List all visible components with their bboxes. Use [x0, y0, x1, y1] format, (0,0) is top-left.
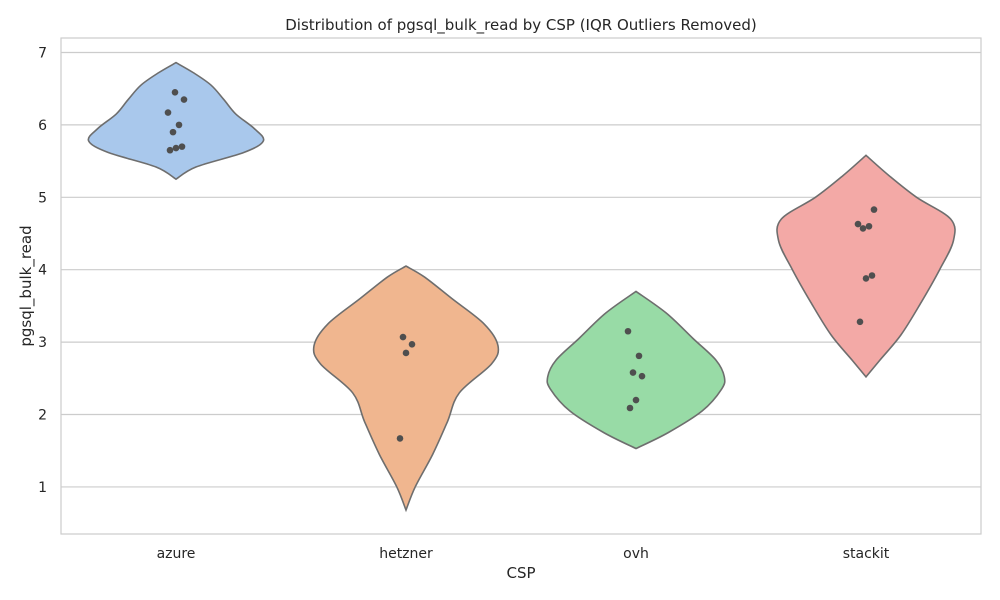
y-axis-label: pgsql_bulk_read — [17, 225, 36, 346]
chart-title: Distribution of pgsql_bulk_read by CSP (… — [285, 16, 756, 35]
point-azure — [175, 121, 183, 129]
point-azure — [178, 143, 186, 150]
point-stackit — [870, 206, 878, 213]
point-azure — [166, 146, 174, 154]
point-stackit — [862, 275, 870, 282]
point-ovh — [638, 372, 646, 380]
point-ovh — [624, 327, 632, 335]
point-hetzner — [396, 435, 404, 442]
violins — [87, 61, 956, 513]
y-tick-label: 6 — [38, 118, 47, 134]
y-tick-label: 5 — [38, 190, 47, 206]
point-ovh — [626, 404, 634, 412]
y-tick-label: 2 — [38, 408, 47, 424]
point-azure — [172, 144, 180, 152]
y-tick-label: 3 — [38, 335, 47, 351]
point-hetzner — [399, 333, 407, 341]
x-tick-label-azure: azure — [157, 546, 196, 562]
point-stackit — [868, 272, 876, 279]
violin-ovh — [546, 290, 726, 450]
point-ovh — [629, 369, 637, 376]
point-stackit — [854, 220, 862, 228]
x-tick-labels: azure hetzner ovh stackit — [157, 546, 890, 562]
point-hetzner — [408, 340, 416, 348]
y-tick-label: 7 — [38, 45, 47, 61]
violin-hetzner — [312, 265, 500, 513]
point-azure — [164, 109, 172, 116]
y-tick-labels: 1 2 3 4 5 6 7 — [38, 45, 47, 495]
violin-stackit — [776, 154, 956, 379]
point-stackit — [856, 318, 864, 326]
point-stackit — [865, 222, 873, 230]
x-axis-label: CSP — [506, 564, 535, 582]
point-ovh — [635, 352, 643, 360]
point-azure — [180, 96, 188, 103]
point-stackit — [859, 225, 867, 232]
x-tick-label-hetzner: hetzner — [379, 546, 433, 562]
y-tick-label: 1 — [38, 480, 47, 496]
point-ovh — [632, 396, 640, 404]
x-tick-label-stackit: stackit — [843, 546, 890, 562]
plot-frame — [60, 37, 982, 535]
point-hetzner — [402, 349, 410, 357]
data-points — [164, 89, 878, 442]
x-tick-label-ovh: ovh — [623, 546, 649, 562]
y-tick-label: 4 — [38, 263, 47, 279]
point-azure — [171, 89, 179, 96]
violin-azure — [87, 61, 265, 181]
point-azure — [169, 128, 177, 136]
